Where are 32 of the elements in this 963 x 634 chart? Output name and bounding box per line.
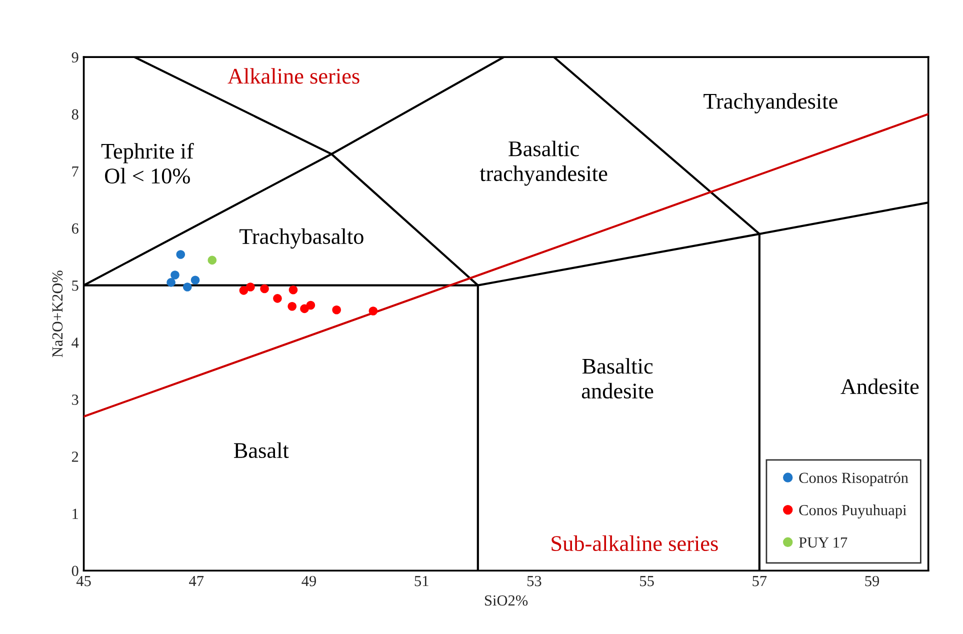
y-tick-label: 2 (72, 452, 78, 462)
x-tick-label: 59 (865, 576, 880, 586)
y-tick-label: 5 (72, 280, 78, 291)
x-tick-label: 53 (527, 576, 542, 586)
annotation: Tephrite if Ol < 10% (101, 142, 194, 184)
annotation: Basaltic trachyandesite (480, 140, 608, 186)
annotation: Sub-alkaline series (552, 535, 718, 552)
y-tick-label: 0 (72, 566, 78, 576)
x-tick-label: 45 (76, 576, 91, 586)
x-tick-label: 51 (414, 576, 428, 586)
legend-label: PUY 17 (798, 537, 848, 548)
y-axis-title: Na2O+K2O% (52, 270, 63, 358)
annotation: Basaltic andesite (582, 358, 654, 399)
y-tick-label: 6 (72, 223, 78, 234)
legend-label: Conos Risopatrón (799, 472, 908, 486)
y-tick-label: 7 (72, 166, 78, 176)
y-tick-label: 8 (72, 109, 78, 120)
y-tick-label: 4 (72, 338, 79, 348)
annotation: Trachybasalto (240, 228, 364, 249)
y-tick-label: 9 (72, 52, 78, 63)
x-tick-label: 49 (302, 576, 316, 586)
annotation: Trachyandesite (704, 93, 838, 114)
annotation: Andesite (840, 378, 919, 394)
x-tick-label: 47 (189, 576, 204, 586)
y-tick-label: 3 (72, 394, 78, 405)
annotation: Basalt (234, 442, 289, 458)
x-axis-title: SiO2% (485, 595, 528, 606)
legend-label: Conos Puyuhuapi (799, 504, 906, 518)
annotation: Alkaline series (228, 68, 360, 84)
x-tick-label: 57 (752, 576, 767, 586)
x-tick-label: 55 (640, 576, 654, 586)
y-tick-label: 1 (72, 508, 78, 519)
